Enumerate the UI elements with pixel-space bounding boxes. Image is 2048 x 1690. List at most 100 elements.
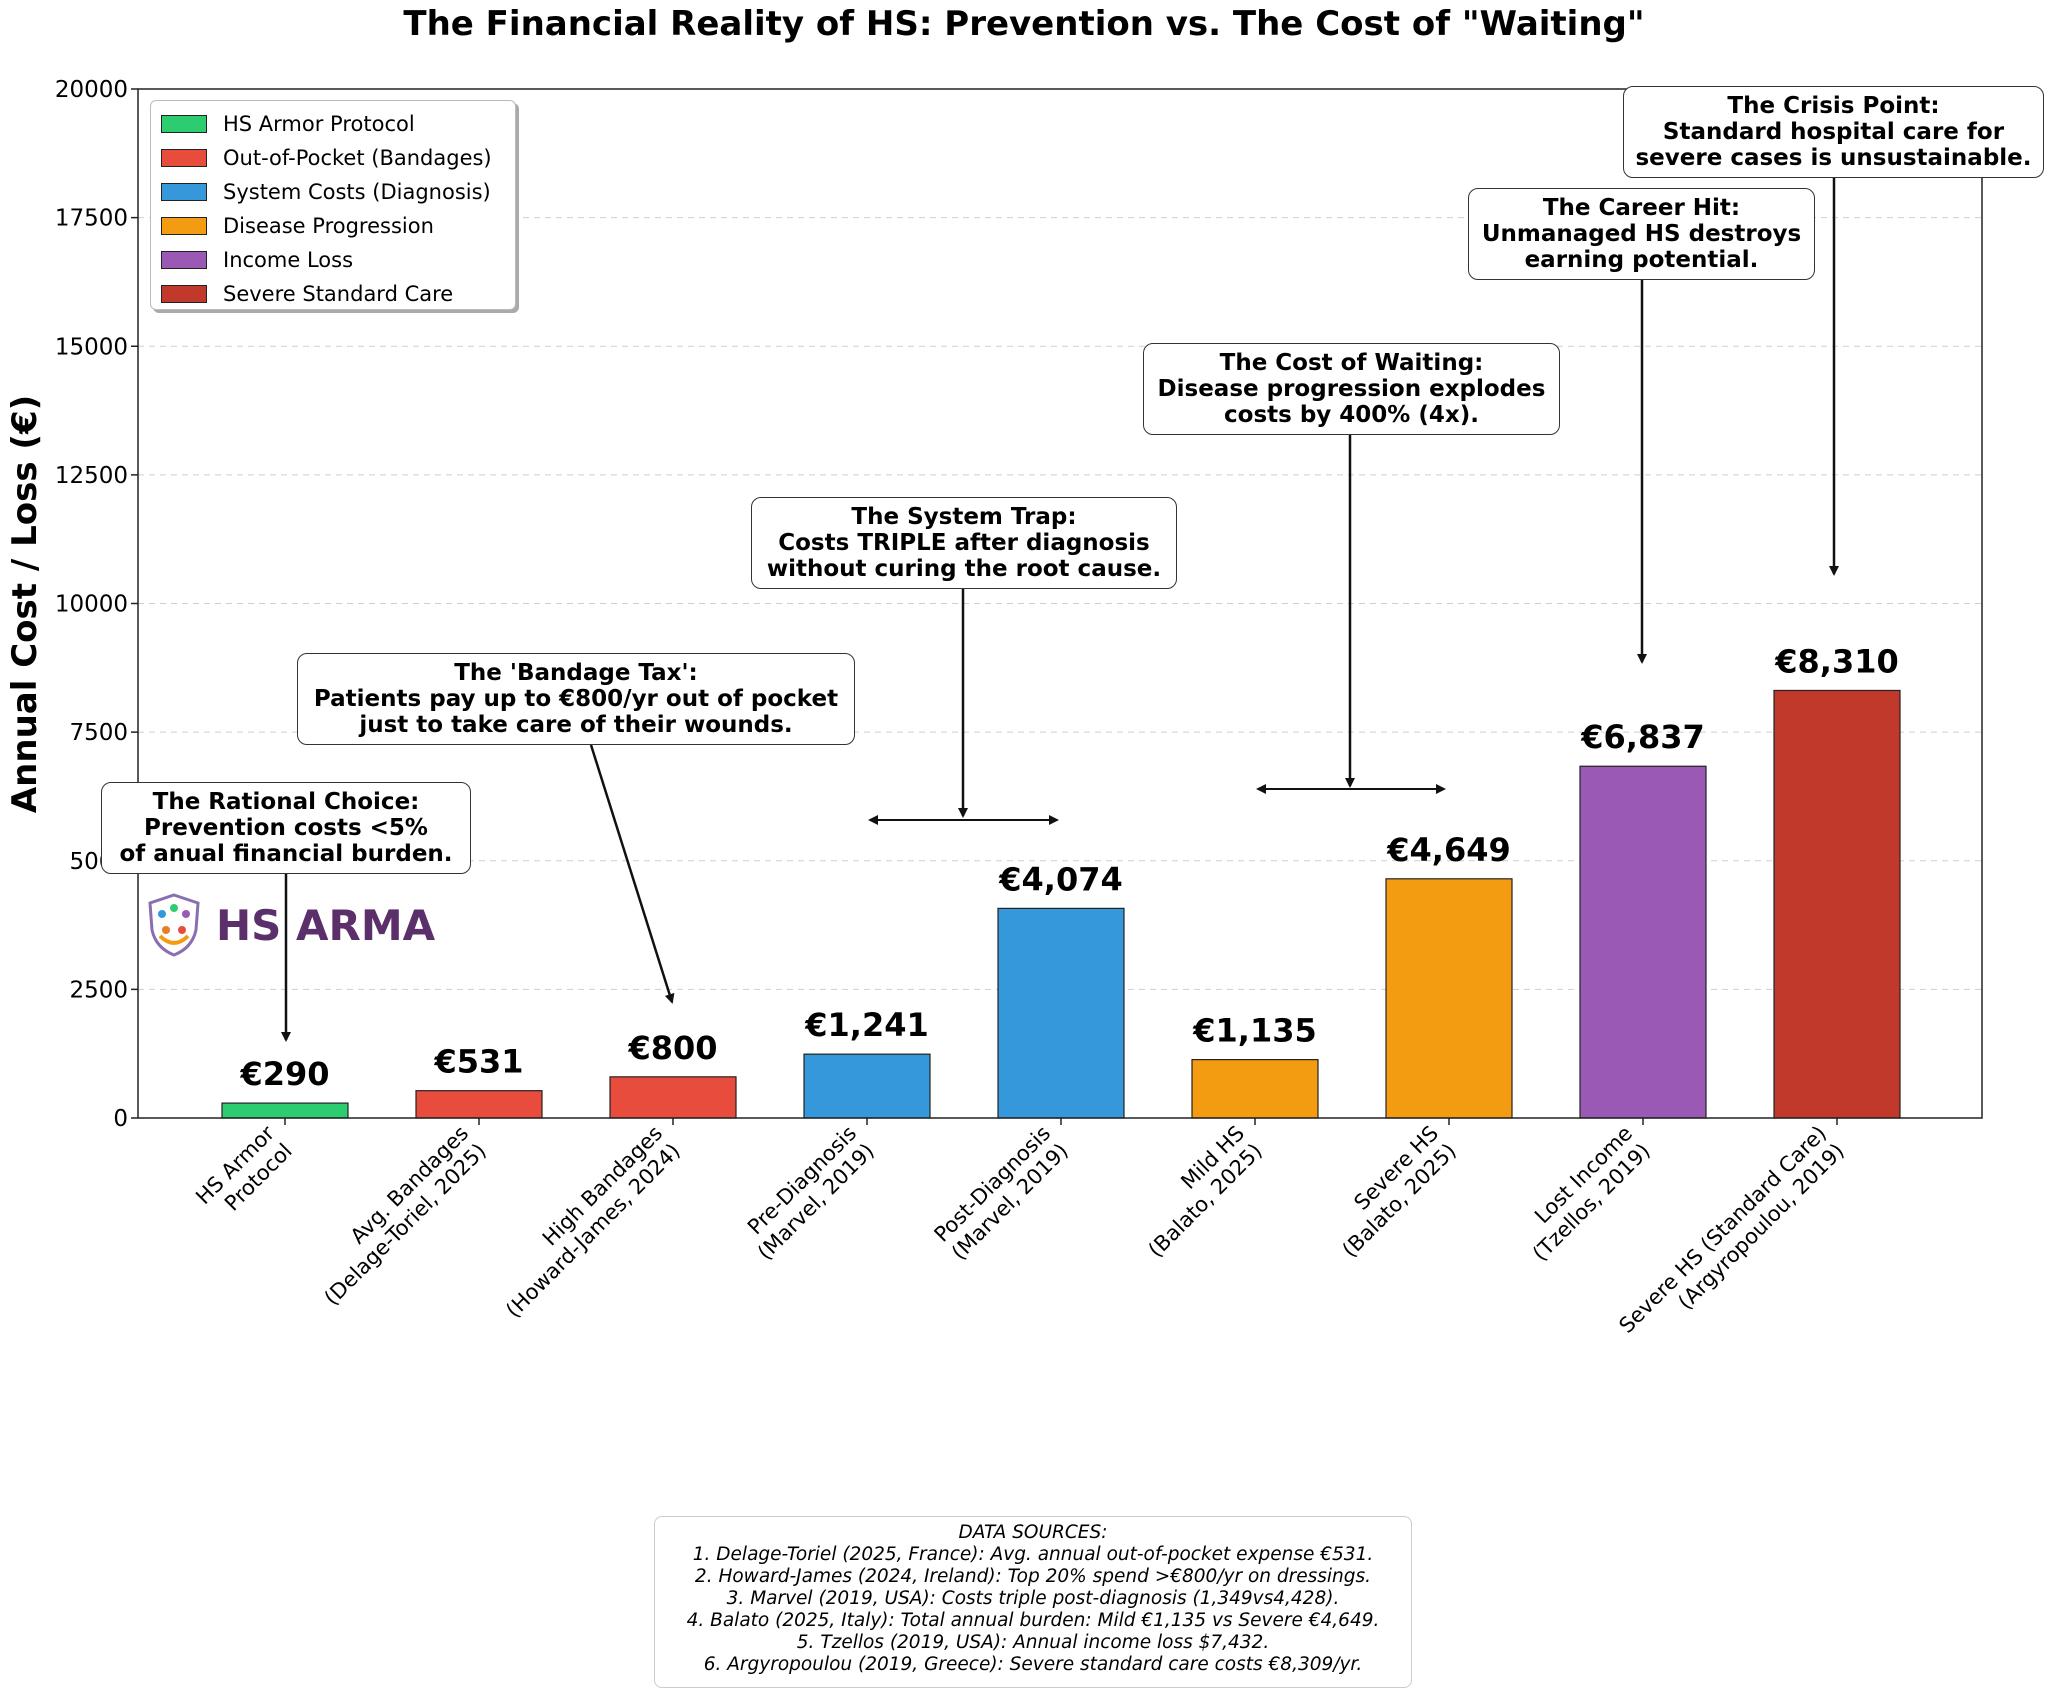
annotation-box: The Career Hit: Unmanaged HS destroys earn… bbox=[1468, 188, 1815, 280]
annotation-line: of anual financial burden. bbox=[119, 841, 453, 867]
annotation-line: Standard hospital care for bbox=[1662, 119, 2005, 145]
annotation-box: The Rational Choice: Prevention costs <5%… bbox=[101, 782, 471, 874]
annotation-line: without curing the root cause. bbox=[766, 556, 1162, 582]
legend-label: Income Loss bbox=[223, 248, 354, 272]
plot-frame bbox=[137, 88, 1983, 1119]
bar-value-label: €4,074 bbox=[998, 860, 1122, 898]
legend-label: HS Armor Protocol bbox=[223, 112, 415, 136]
shield-people-icon bbox=[148, 893, 200, 957]
legend-swatch bbox=[161, 251, 207, 269]
y-tick-label: 17500 bbox=[55, 206, 128, 232]
annotation-line: The Cost of Waiting: bbox=[1219, 350, 1484, 376]
bar bbox=[1191, 1059, 1319, 1119]
y-tick-label: 15000 bbox=[55, 334, 128, 360]
bar-value-label: €290 bbox=[239, 1055, 329, 1093]
sources-heading: DATA SOURCES: bbox=[958, 1522, 1108, 1543]
legend-swatch bbox=[161, 183, 207, 201]
bar bbox=[1579, 765, 1707, 1119]
y-tick-label: 2500 bbox=[69, 977, 128, 1003]
annotation-line: just to take care of their wounds. bbox=[359, 712, 793, 738]
annotation-line: Disease progression explodes bbox=[1157, 376, 1546, 402]
annotation-line: Prevention costs <5% bbox=[144, 815, 428, 841]
annotation-box: The 'Bandage Tax': Patients pay up to €80… bbox=[297, 653, 855, 745]
y-tick-label: 0 bbox=[113, 1106, 128, 1132]
annotation-line: The Rational Choice: bbox=[152, 789, 420, 815]
bar bbox=[997, 907, 1125, 1119]
y-axis-label: Annual Cost / Loss (€) bbox=[5, 395, 45, 813]
bar bbox=[1773, 689, 1901, 1119]
annotation-box: The Crisis Point: Standard hospital care … bbox=[1623, 86, 2044, 178]
source-line: 2. Howard-James (2024, Ireland): Top 20%… bbox=[694, 1566, 1372, 1587]
legend-swatch bbox=[161, 115, 207, 133]
source-line: 3. Marvel (2019, USA): Costs triple post… bbox=[726, 1588, 1340, 1609]
x-tick-label: Post-Diagnosis(Marvel, 2019) bbox=[930, 1121, 1073, 1265]
chart-legend: HS Armor Protocol Out-of-Pocket (Bandages… bbox=[150, 100, 516, 310]
source-line: 1. Delage-Toriel (2025, France): Avg. an… bbox=[692, 1544, 1374, 1565]
bar-value-label: €531 bbox=[433, 1043, 523, 1081]
x-tick-label: Lost Income(Tzellos, 2019) bbox=[1528, 1121, 1655, 1266]
y-tick-label: 12500 bbox=[55, 463, 128, 489]
logo-text: HS ARMA bbox=[216, 900, 436, 950]
data-sources-box: DATA SOURCES: 1. Delage-Toriel (2025, Fr… bbox=[654, 1516, 1412, 1688]
legend-item: System Costs (Diagnosis) bbox=[161, 175, 505, 209]
x-tick-label: Mild HS(Balato, 2025) bbox=[1144, 1121, 1267, 1262]
legend-swatch bbox=[161, 149, 207, 167]
annotation-line: The 'Bandage Tax': bbox=[454, 660, 698, 686]
x-tick-label-line: (Howard-James, 2024) bbox=[501, 1139, 685, 1323]
bar-value-label: €800 bbox=[627, 1029, 717, 1067]
bar-value-label: €8,310 bbox=[1774, 642, 1898, 680]
legend-item: Disease Progression bbox=[161, 209, 505, 243]
bar bbox=[803, 1053, 931, 1119]
legend-item: HS Armor Protocol bbox=[161, 107, 505, 141]
y-tick-label: 7500 bbox=[69, 720, 128, 746]
chart-title: The Financial Reality of HS: Prevention … bbox=[403, 4, 1645, 44]
source-line: 4. Balato (2025, Italy): Total annual bu… bbox=[686, 1610, 1380, 1631]
legend-swatch bbox=[161, 217, 207, 235]
annotation-arrow bbox=[589, 744, 675, 1004]
annotation-box: The System Trap: Costs TRIPLE after diagn… bbox=[751, 497, 1177, 589]
annotation-line: The Crisis Point: bbox=[1727, 93, 1940, 119]
legend-item: Income Loss bbox=[161, 243, 505, 277]
legend-label: System Costs (Diagnosis) bbox=[223, 180, 491, 204]
annotation-line: earning potential. bbox=[1524, 247, 1759, 273]
bar-value-label: €6,837 bbox=[1580, 718, 1704, 756]
bar-value-label: €1,241 bbox=[804, 1006, 928, 1044]
annotation-line: The System Trap: bbox=[851, 504, 1077, 530]
x-tick-label: High Bandages(Howard-James, 2024) bbox=[501, 1121, 685, 1323]
legend-label: Disease Progression bbox=[223, 214, 434, 238]
annotation-line: Costs TRIPLE after diagnosis bbox=[778, 530, 1150, 556]
legend-item: Out-of-Pocket (Bandages) bbox=[161, 141, 505, 175]
source-line: 6. Argyropoulou (2019, Greece): Severe s… bbox=[703, 1654, 1363, 1675]
annotation-box: The Cost of Waiting: Disease progression … bbox=[1143, 343, 1560, 435]
annotation-arrows bbox=[281, 178, 1839, 1042]
x-tick-label: Pre-Diagnosis(Marvel, 2019) bbox=[743, 1121, 879, 1265]
source-line: 5. Tzellos (2019, USA): Annual income lo… bbox=[796, 1632, 1270, 1653]
annotation-line: Patients pay up to €800/yr out of pocket bbox=[313, 686, 839, 712]
annotation-line: The Career Hit: bbox=[1542, 195, 1741, 221]
x-tick-label-line: (Delage-Toriel, 2025) bbox=[320, 1139, 491, 1310]
bar-value-label: €4,649 bbox=[1386, 831, 1510, 869]
x-tick-label: Avg. Bandages(Delage-Toriel, 2025) bbox=[320, 1121, 491, 1310]
annotation-line: Unmanaged HS destroys bbox=[1481, 221, 1802, 247]
logo: HS ARMA bbox=[146, 890, 435, 960]
y-tick-label: 10000 bbox=[55, 592, 128, 618]
legend-label: Out-of-Pocket (Bandages) bbox=[223, 146, 492, 170]
bar bbox=[1385, 878, 1513, 1119]
annotation-line: severe cases is unsustainable. bbox=[1635, 145, 2032, 171]
bar bbox=[221, 1102, 349, 1119]
bar-value-label: €1,135 bbox=[1192, 1012, 1316, 1050]
bar bbox=[609, 1076, 737, 1119]
bar bbox=[415, 1090, 543, 1119]
legend-swatch bbox=[161, 285, 207, 303]
x-tick-label: Severe HS(Balato, 2025) bbox=[1338, 1121, 1461, 1262]
y-tick-label: 20000 bbox=[55, 77, 128, 103]
legend-item: Severe Standard Care bbox=[161, 277, 505, 311]
x-tick-label-line: (Argyropoulou, 2019) bbox=[1673, 1139, 1848, 1314]
legend-label: Severe Standard Care bbox=[223, 282, 454, 306]
bars: €290 €531 €800 €1,241 €4,074 €1,135 €4,649 €6,8… bbox=[221, 642, 1901, 1119]
annotation-line: costs by 400% (4x). bbox=[1224, 402, 1479, 428]
